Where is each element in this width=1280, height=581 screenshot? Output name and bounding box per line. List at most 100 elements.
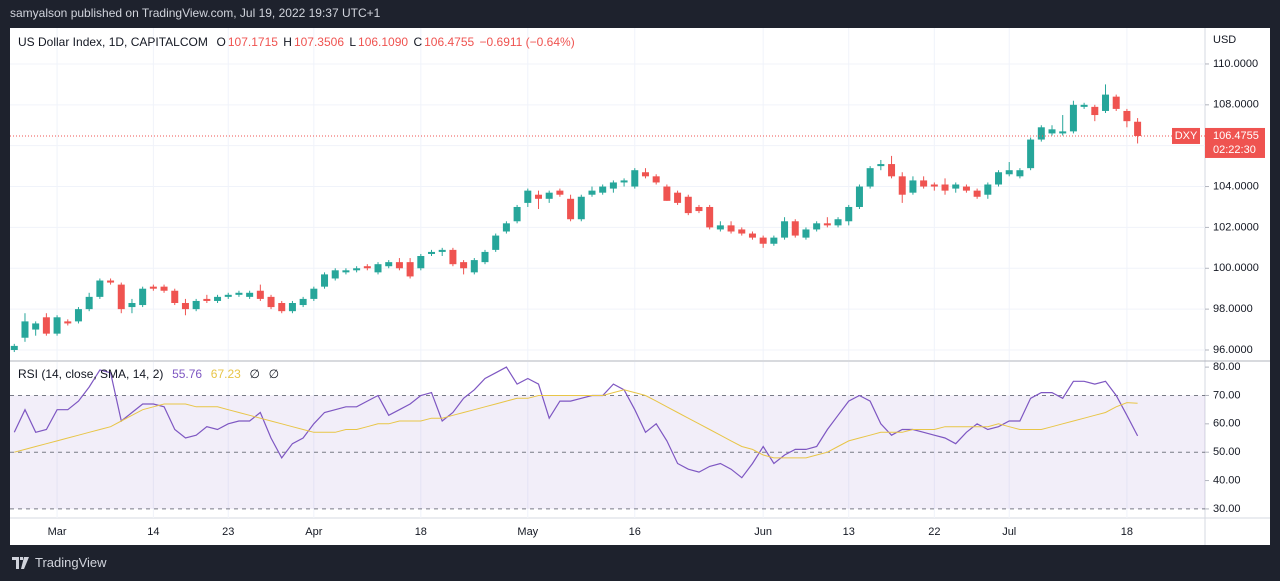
candle-body (149, 286, 157, 289)
y-tick-label: 102.0000 (1213, 221, 1259, 233)
candle-body (128, 302, 136, 308)
candle-body (492, 235, 500, 250)
x-tick-label: 23 (222, 526, 234, 538)
candle-body (834, 219, 842, 226)
candle-body (813, 223, 821, 230)
candle-body (64, 321, 72, 324)
candle-body (235, 292, 243, 295)
ohlc-value: 107.1715 (227, 35, 278, 49)
candle-body (1123, 110, 1131, 122)
symbol-tag-label: DXY (1175, 130, 1198, 142)
y-tick-label: 40.00 (1213, 474, 1241, 486)
y-tick-label: 108.0000 (1213, 99, 1259, 111)
candle-body (524, 190, 532, 203)
ohlc-letter: H (283, 35, 292, 49)
candle-body (995, 172, 1003, 185)
x-tick-label: 14 (147, 526, 159, 538)
candle-body (577, 196, 585, 220)
candle-body (631, 170, 639, 187)
candle-body (1037, 127, 1045, 140)
symbol-tag (1172, 127, 1200, 144)
ohlc-letter: L (349, 35, 357, 49)
candle-body (898, 176, 906, 195)
ohlc-value: 106.1090 (358, 35, 409, 49)
candle-body (96, 280, 104, 297)
candle-body (1112, 96, 1120, 109)
candle-body (481, 251, 489, 263)
candle-body (534, 194, 542, 199)
candle-body (727, 225, 735, 232)
logo-icon (12, 556, 29, 569)
candle-body (32, 323, 40, 330)
candle-body (567, 198, 575, 220)
y-tick-label: 60.00 (1213, 418, 1241, 430)
candle-body (246, 292, 254, 297)
price-legend: US Dollar Index, 1D, CAPITALCOM O 107.171… (18, 35, 577, 49)
candle-body (160, 286, 168, 291)
candle-body (428, 251, 436, 254)
candle-body (759, 237, 767, 244)
candle-body (417, 256, 425, 269)
candle-body (791, 221, 799, 236)
candle-body (117, 284, 125, 310)
candle-body (738, 229, 746, 234)
x-tick-label: 18 (1121, 526, 1133, 538)
symbol-title: US Dollar Index, 1D, CAPITALCOM (18, 35, 208, 49)
candle-body (706, 206, 714, 228)
candle-body (53, 317, 61, 334)
candle-body (855, 186, 863, 207)
candle-body (470, 260, 478, 273)
x-tick-label: Mar (48, 526, 67, 538)
candle-body (599, 186, 607, 193)
candle-body (930, 184, 938, 187)
y-tick-label: 98.0000 (1213, 303, 1253, 315)
y-tick-label: 96.0000 (1213, 344, 1253, 356)
candle-body (449, 249, 457, 265)
candle-body (310, 288, 318, 299)
candle-body (288, 302, 296, 312)
candle-body (42, 317, 50, 334)
rsi-title: RSI (14, close, SMA, 14, 2) (18, 367, 164, 381)
candle-body (438, 249, 446, 252)
candle-body (545, 192, 553, 199)
publish-info: samyalson published on TradingView.com, … (10, 6, 381, 20)
candle-body (716, 225, 724, 230)
candle-body (513, 206, 521, 222)
candle-body (641, 172, 649, 177)
candle-body (609, 182, 617, 189)
candle-body (684, 196, 692, 214)
candle-body (256, 290, 264, 299)
y-tick-label: 30.00 (1213, 503, 1241, 515)
candle-body (74, 309, 82, 322)
candle-body (181, 302, 189, 310)
candle-body (385, 262, 393, 267)
y-tick-label: 50.00 (1213, 446, 1241, 458)
chart-panel (10, 28, 1270, 545)
candle-body (374, 264, 382, 273)
candle-body (406, 262, 414, 277)
candle-body (877, 164, 885, 167)
brand: TradingView (35, 555, 107, 570)
candle-body (502, 223, 510, 232)
candle-body (299, 298, 307, 306)
candle-body (139, 288, 147, 306)
rsi-value: 55.76 (172, 367, 203, 381)
ohlc-letter: O (216, 35, 226, 49)
candle-body (1048, 129, 1056, 134)
ohlc-value: 106.4755 (424, 35, 475, 49)
candle-body (674, 192, 682, 203)
candle-body (770, 237, 778, 244)
x-tick-label: May (517, 526, 538, 538)
candle-body (588, 190, 596, 195)
candle-body (748, 233, 756, 238)
currency-label: USD (1213, 34, 1236, 46)
candle-body (85, 296, 93, 310)
candle-body (781, 221, 789, 238)
candle-body (203, 298, 211, 301)
candle-body (1102, 94, 1110, 111)
candle-body (353, 268, 361, 271)
candle-body (192, 300, 200, 310)
candle-body (620, 180, 628, 183)
y-tick-label: 104.0000 (1213, 180, 1259, 192)
